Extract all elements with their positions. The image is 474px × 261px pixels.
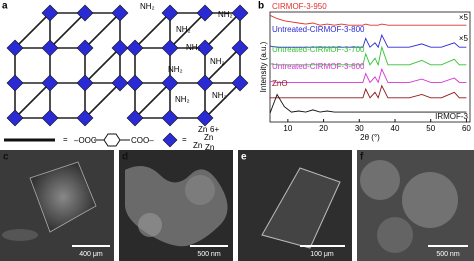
sem-image: f 500 nm: [357, 150, 474, 261]
panel-label: b: [258, 1, 264, 12]
plot-frame: [269, 11, 471, 123]
amine-label: NH₂: [218, 10, 233, 19]
zn-atom: Zn: [205, 143, 214, 152]
amine-label: NH₂: [186, 43, 201, 52]
series-label: Untreated-CIRMOF-3-600: [272, 62, 365, 71]
y-axis-label: Intensity (a.u.): [259, 41, 268, 92]
scale-bar-label: 400 μm: [79, 251, 103, 258]
mof-structure: [6, 4, 129, 127]
panel-label: e: [241, 152, 247, 163]
panel-label: d: [122, 152, 128, 163]
equals: =: [182, 135, 187, 144]
scale-bar-label: 100 μm: [310, 251, 334, 258]
amine-label: NH₂: [210, 57, 225, 66]
series-label: ZnO: [272, 79, 288, 88]
equals: =: [63, 135, 68, 144]
linker-text: ‒OOC: [74, 136, 97, 145]
series-label: Untreated-CIRMOF-3-700: [272, 45, 365, 54]
x-tick-label: 40: [391, 124, 400, 133]
x-tick-label: 30: [355, 124, 364, 133]
legend-row: = ‒OOC COO‒ = Zn Zn Zn Zn 6+: [4, 125, 219, 152]
panel-label: a: [2, 1, 8, 12]
x-tick-label: 20: [319, 124, 328, 133]
zn-atom: Zn: [193, 141, 202, 150]
amino-mof-structure: [126, 4, 249, 127]
amine-label: NH₂: [176, 25, 191, 34]
x-tick-label: 60: [462, 124, 471, 133]
series-label: Untreated-CIRMOF-3-800: [272, 25, 365, 34]
xrd-pattern: [269, 33, 467, 49]
x-axis-label: 2θ (°): [360, 133, 380, 142]
cluster-charge: 6+: [210, 125, 219, 134]
annotation: ×5: [459, 34, 469, 43]
scale-bar-label: 500 nm: [436, 251, 460, 258]
sem-image: e 100 μm: [238, 150, 352, 261]
x-tick-label: 50: [426, 124, 435, 133]
series-label: IRMOF-3: [435, 112, 468, 121]
sem-image: d 500 nm: [119, 150, 233, 261]
amine-label: NH₂: [140, 2, 155, 11]
series-label: CIRMOF-3-950: [272, 2, 327, 11]
scale-bar-label: 500 nm: [197, 251, 221, 258]
panel-label: f: [360, 152, 364, 163]
panel-label: c: [3, 152, 9, 163]
xrd-pattern: [269, 93, 467, 114]
sem-image: c 400 μm: [0, 150, 114, 261]
xrd-pattern: [269, 45, 467, 67]
amine-label: NH₂: [212, 91, 227, 100]
xrd-pattern: [270, 84, 467, 99]
xrd-pattern: [269, 14, 467, 26]
zn-atom: Zn: [204, 133, 213, 142]
annotation: ×5: [459, 13, 469, 22]
amine-label: NH₂: [168, 65, 183, 74]
xrd-pattern: [269, 67, 467, 84]
zn-atom: Zn: [198, 125, 207, 134]
linker-text: COO‒: [131, 136, 154, 145]
amine-label: NH₂: [175, 95, 190, 104]
x-tick-label: 10: [283, 124, 292, 133]
